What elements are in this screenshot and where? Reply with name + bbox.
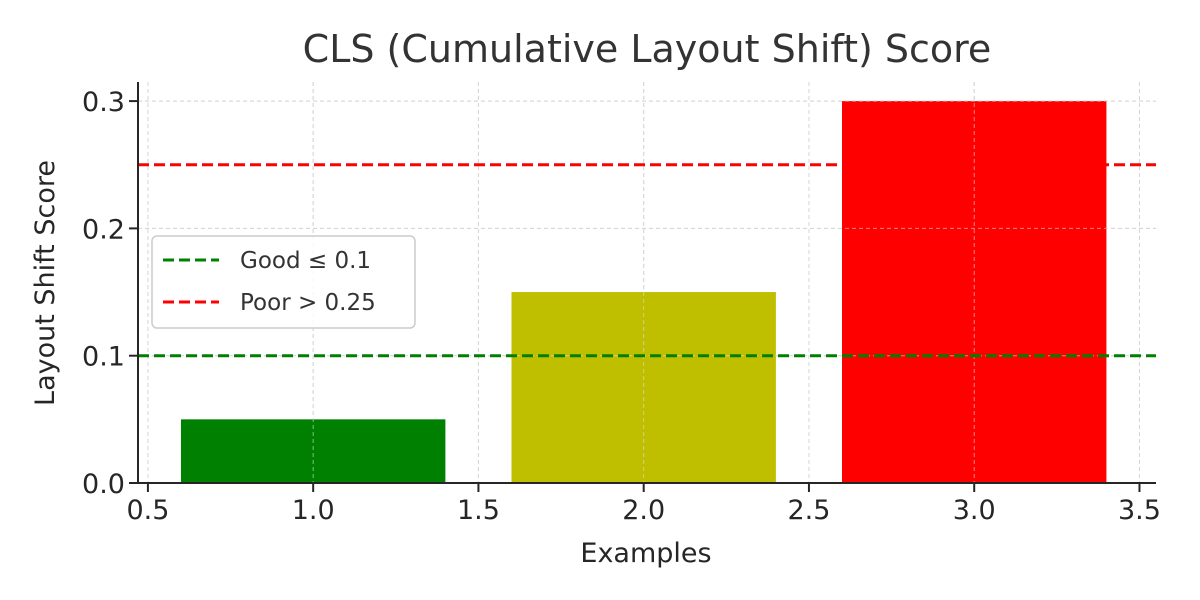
chart-title: CLS (Cumulative Layout Shift) Score (303, 27, 992, 71)
y-axis-label: Layout Shift Score (30, 160, 61, 406)
bar-1 (180, 419, 446, 483)
x-tick-label: 3.5 (1118, 495, 1161, 526)
axes (137, 82, 1156, 484)
x-tick-label: 1.0 (292, 495, 335, 526)
y-tick-label: 0.1 (82, 342, 125, 373)
ticks: 0.5 1.0 1.5 2.0 2.5 3.0 3.5 0.0 0.1 0.2 0.3 (82, 87, 1161, 526)
y-tick-label: 0.0 (82, 469, 125, 500)
legend-label-poor: Poor > 0.25 (240, 290, 376, 316)
x-tick-label: 3.0 (953, 495, 996, 526)
legend-label-good: Good ≤ 0.1 (240, 248, 371, 274)
y-tick-label: 0.2 (82, 214, 125, 245)
x-tick-label: 0.5 (126, 495, 169, 526)
x-tick-label: 2.5 (787, 495, 830, 526)
x-tick-label: 2.0 (622, 495, 665, 526)
bars (138, 82, 1156, 484)
legend: Good ≤ 0.1 Poor > 0.25 (151, 235, 416, 329)
y-tick-label: 0.3 (82, 87, 125, 118)
x-tick-label: 1.5 (457, 495, 500, 526)
x-axis-label: Examples (580, 538, 711, 569)
reference-lines (138, 163, 1156, 358)
